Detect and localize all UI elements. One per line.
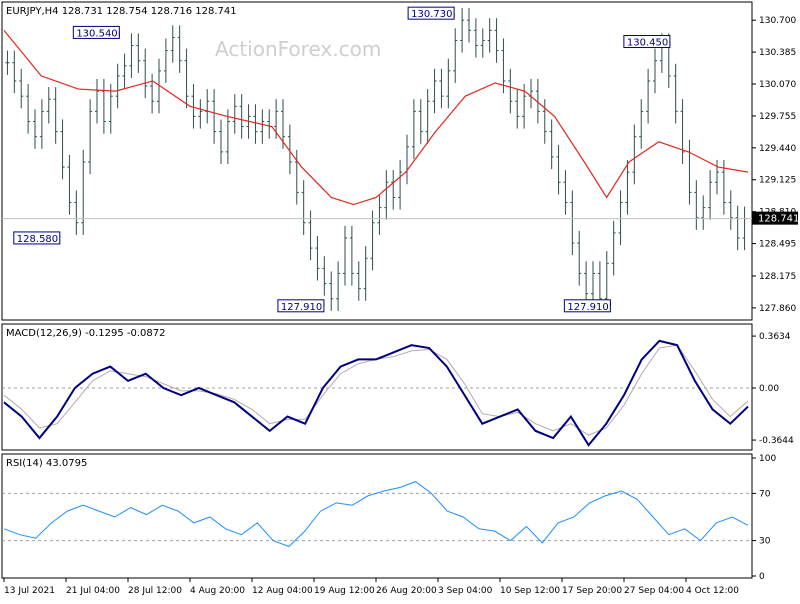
time-axis: 13 Jul 2021 21 Jul 04:00 28 Jul 12:00 4 Aug…: [3, 578, 739, 596]
price-tick-label: 129.755: [759, 112, 796, 122]
time-tick-label: 19 Aug 12:00: [314, 586, 375, 596]
macd-tick-label: -0.3644: [759, 436, 794, 446]
current-price-box: [752, 211, 798, 225]
price-tick-label: 128.495: [759, 240, 796, 250]
macd-tick-label: 0.00: [759, 384, 779, 394]
time-tick-label: 27 Sep 04:00: [624, 586, 684, 596]
macd-panel-frame: [1, 323, 753, 451]
macd-tick-label: 0.3634: [759, 332, 791, 342]
rsi-tick-label: 100: [759, 454, 776, 464]
time-tick-label: 4 Aug 20:00: [190, 586, 245, 596]
macd-axis: 0.3634 0.00 -0.3644: [752, 332, 794, 446]
current-price-marker: 128.741: [2, 211, 799, 225]
macd-line: [3, 339, 749, 447]
swing-label-box: [407, 6, 455, 20]
swing-label-box: [623, 35, 671, 49]
rsi-tick-label: 30: [759, 537, 771, 547]
swing-label: 127.910: [281, 302, 322, 313]
swing-label-box: [277, 299, 325, 313]
swing-label: 130.730: [411, 9, 452, 20]
swing-label-box: [563, 299, 611, 313]
price-tick-label: 130.700: [759, 16, 796, 26]
price-bars: [5, 8, 747, 311]
watermark: ActionForex.com: [215, 37, 381, 61]
time-tick-label: 21 Jul 04:00: [66, 586, 120, 596]
swing-label-box: [72, 25, 120, 39]
time-tick-label: 12 Aug 04:00: [252, 586, 313, 596]
time-tick-label: 10 Sep 12:00: [500, 586, 560, 596]
price-tick-label: 130.070: [759, 80, 796, 90]
rsi-line: [3, 481, 749, 548]
swing-labels: 130.540 128.580 130.730 127.910 130.450 127.9…: [13, 6, 671, 313]
price-tick-label: 127.860: [759, 304, 796, 314]
swing-label-box: [13, 231, 61, 245]
price-axis: 130.700 130.385 130.070 129.755 129.440 129.1…: [752, 16, 796, 314]
swing-label: 130.450: [627, 38, 668, 49]
moving-average-line: [3, 29, 749, 206]
price-tick-label: 130.385: [759, 48, 796, 58]
time-tick-label: 17 Sep 20:00: [562, 586, 622, 596]
macd-title: MACD(12,26,9) -0.1295 -0.0872: [6, 328, 166, 339]
rsi-tick-label: 70: [759, 489, 771, 499]
time-tick-label: 13 Jul 2021: [4, 586, 55, 596]
symbol-info: EURJPY,H4 128.731 128.754 128.716 128.74…: [6, 6, 237, 17]
time-tick-label: 4 Oct 12:00: [686, 586, 739, 596]
rsi-tick-label: 0: [759, 572, 765, 582]
rsi-title: RSI(14) 43.0795: [6, 458, 87, 469]
rsi-axis: 100 70 30 0: [752, 454, 776, 582]
swing-label: 130.540: [76, 28, 117, 39]
swing-label: 128.580: [17, 234, 58, 245]
time-tick-label: 3 Sep 04:00: [438, 586, 493, 596]
rsi-panel-frame: [1, 453, 753, 579]
time-tick-label: 28 Jul 12:00: [128, 586, 182, 596]
time-tick-label: 26 Aug 20:00: [376, 586, 437, 596]
swing-label: 127.910: [567, 302, 608, 313]
current-price-label: 128.741: [758, 214, 799, 225]
price-tick-label: 129.125: [759, 176, 796, 186]
price-tick-label: 129.440: [759, 144, 796, 154]
price-tick-label: 128.175: [759, 272, 796, 282]
